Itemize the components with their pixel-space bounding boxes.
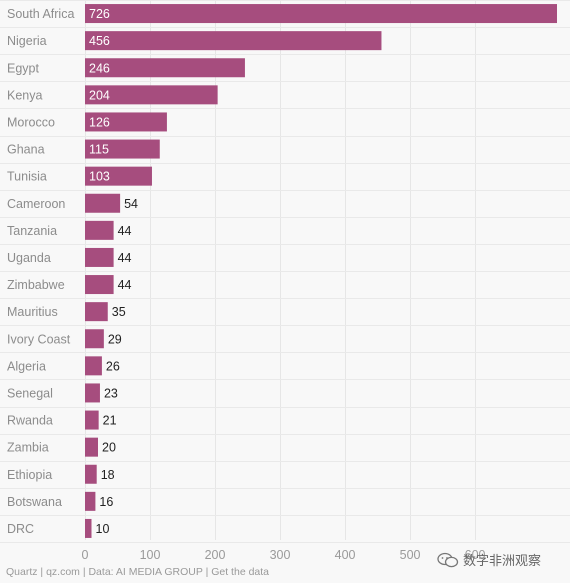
chart-row: Uganda 44 bbox=[7, 247, 132, 267]
x-axis: 0 100 200 300 400 500 600 bbox=[82, 548, 486, 562]
grid-lines bbox=[0, 0, 570, 543]
value-label: 54 bbox=[124, 197, 138, 211]
category-label: Tunisia bbox=[7, 170, 47, 184]
bar bbox=[85, 139, 160, 159]
category-label: Nigeria bbox=[7, 34, 47, 48]
value-label: 26 bbox=[106, 359, 120, 373]
value-label: 456 bbox=[89, 34, 110, 48]
chart-row: Ghana 115 bbox=[7, 139, 160, 159]
chart-row: Senegal 23 bbox=[7, 383, 118, 403]
chart-row: South Africa 726 bbox=[7, 4, 557, 24]
x-tick-label: 600 bbox=[465, 548, 486, 562]
category-label: Egypt bbox=[7, 61, 39, 75]
category-label: Kenya bbox=[7, 88, 42, 102]
watermark-text: 数字非洲观察 bbox=[463, 554, 542, 569]
chart-row: Tunisia 103 bbox=[7, 166, 152, 186]
bar bbox=[85, 85, 218, 105]
wechat-icon bbox=[437, 552, 459, 567]
category-label: Algeria bbox=[7, 359, 46, 373]
chart-row: Botswana 16 bbox=[7, 491, 113, 511]
value-label: 10 bbox=[96, 522, 110, 536]
bar bbox=[85, 329, 104, 349]
value-label: 44 bbox=[118, 251, 132, 265]
category-label: Ivory Coast bbox=[7, 332, 71, 346]
bar bbox=[85, 58, 245, 78]
x-tick-label: 300 bbox=[270, 548, 291, 562]
bar bbox=[85, 302, 108, 322]
bar bbox=[85, 383, 100, 403]
chart-row: DRC 10 bbox=[7, 518, 110, 538]
chart-row: Nigeria 456 bbox=[7, 31, 382, 51]
chart-row: Algeria 26 bbox=[7, 356, 120, 376]
chart-row: Rwanda 21 bbox=[7, 410, 117, 430]
value-label: 726 bbox=[89, 7, 110, 21]
chart-row: Ivory Coast 29 bbox=[7, 329, 122, 349]
category-label: Zimbabwe bbox=[7, 278, 65, 292]
chart-row: Egypt 246 bbox=[7, 58, 245, 78]
category-label: Mauritius bbox=[7, 305, 58, 319]
value-label: 246 bbox=[89, 61, 110, 75]
bar bbox=[85, 437, 99, 457]
bar bbox=[85, 464, 97, 484]
bar bbox=[85, 518, 92, 538]
value-label: 29 bbox=[108, 332, 122, 346]
bar bbox=[85, 247, 114, 267]
chart-row: Mauritius 35 bbox=[7, 302, 126, 322]
bar bbox=[85, 4, 557, 24]
x-tick-label: 500 bbox=[400, 548, 421, 562]
x-tick-label: 200 bbox=[205, 548, 226, 562]
bar bbox=[85, 166, 152, 186]
value-label: 35 bbox=[112, 305, 126, 319]
value-label: 44 bbox=[118, 224, 132, 238]
chart-rows: South Africa 726 Nigeria 456 Egypt 246 Kenya 20… bbox=[7, 4, 557, 538]
x-tick-label: 0 bbox=[82, 548, 89, 562]
chart-row: Ethiopia 18 bbox=[7, 464, 115, 484]
bar bbox=[85, 31, 382, 51]
bar bbox=[85, 356, 102, 376]
chart-row: Kenya 204 bbox=[7, 85, 218, 105]
bar bbox=[85, 112, 167, 132]
category-label: Zambia bbox=[7, 441, 49, 455]
value-label: 204 bbox=[89, 88, 110, 102]
value-label: 115 bbox=[89, 143, 109, 157]
value-label: 44 bbox=[118, 278, 132, 292]
category-label: Uganda bbox=[7, 251, 51, 265]
category-label: Tanzania bbox=[7, 224, 57, 238]
bar bbox=[85, 220, 114, 240]
category-label: Ghana bbox=[7, 143, 45, 157]
value-label: 21 bbox=[103, 414, 117, 428]
value-label: 16 bbox=[99, 495, 113, 509]
category-label: DRC bbox=[7, 522, 34, 536]
x-tick-label: 100 bbox=[140, 548, 161, 562]
watermark: 数字非洲观察 bbox=[437, 550, 541, 569]
category-label: Cameroon bbox=[7, 197, 65, 211]
bar bbox=[85, 275, 114, 295]
value-label: 126 bbox=[89, 115, 110, 129]
x-tick-label: 400 bbox=[335, 548, 356, 562]
category-label: Rwanda bbox=[7, 414, 53, 428]
category-label: Morocco bbox=[7, 115, 55, 129]
category-label: South Africa bbox=[7, 7, 74, 21]
category-label: Botswana bbox=[7, 495, 62, 509]
source-footer: Quartz | qz.com | Data: AI MEDIA GROUP |… bbox=[6, 566, 270, 578]
value-label: 18 bbox=[101, 468, 115, 482]
bar bbox=[85, 193, 121, 213]
value-label: 103 bbox=[89, 170, 110, 184]
category-label: Ethiopia bbox=[7, 468, 52, 482]
chart-row: Morocco 126 bbox=[7, 112, 167, 132]
bar bbox=[85, 410, 99, 430]
chart-row: Zambia 20 bbox=[7, 437, 116, 457]
bar bbox=[85, 491, 96, 511]
category-label: Senegal bbox=[7, 386, 53, 400]
value-label: 20 bbox=[102, 441, 116, 455]
chart-row: Zimbabwe 44 bbox=[7, 275, 132, 295]
chart-row: Cameroon 54 bbox=[7, 193, 138, 213]
chart-row: Tanzania 44 bbox=[7, 220, 132, 240]
value-label: 23 bbox=[104, 386, 118, 400]
